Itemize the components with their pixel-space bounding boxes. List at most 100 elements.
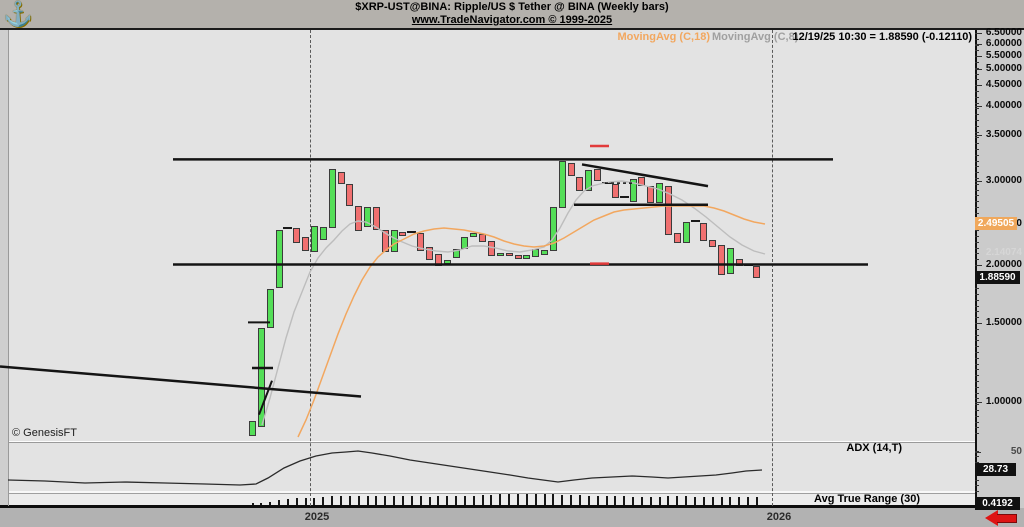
candle: [602, 181, 611, 184]
chart-bottom-border: [0, 505, 978, 508]
candle: [346, 183, 354, 206]
candle: [302, 237, 310, 252]
price-axis-label: 6.00000: [985, 38, 1022, 49]
candle: [700, 222, 708, 241]
candle: [319, 226, 327, 240]
atr-bar: [676, 496, 679, 505]
candle: [355, 205, 363, 231]
price-axis-label: 5.50000: [985, 49, 1022, 61]
atr-bar: [313, 497, 316, 505]
candle: [541, 249, 549, 255]
candle: [372, 207, 380, 231]
candle: [452, 248, 460, 258]
atr-bar: [623, 496, 626, 505]
atr-bar: [587, 495, 590, 505]
price-axis-label: 1.50000: [985, 317, 1022, 328]
adx-pane-label[interactable]: ADX (14,T): [846, 442, 902, 454]
atr-bar: [269, 501, 272, 505]
candle: [443, 259, 451, 265]
price-axis-label: 3.50000: [985, 129, 1022, 140]
genesis-copyright: © GenesisFT: [12, 427, 77, 439]
candle: [656, 182, 664, 204]
year-gridline: [772, 30, 773, 506]
atr-bar: [428, 496, 431, 505]
candle: [434, 253, 442, 266]
tradenavigator-link[interactable]: www.TradeNavigator.com © 1999-2025: [411, 14, 613, 26]
candle: [585, 169, 593, 192]
title-bar: [0, 0, 1024, 30]
atr-bar: [640, 496, 643, 505]
atr-bar: [419, 496, 422, 505]
atr-bar: [393, 496, 396, 505]
candle: [673, 233, 681, 244]
price-axis-label: 5.00000: [985, 63, 1022, 74]
time-axis-strip: [0, 508, 1024, 527]
main-chart-panel[interactable]: [8, 30, 975, 441]
candle: [647, 186, 655, 204]
candle: [549, 206, 557, 251]
atr-bar: [561, 494, 564, 505]
candle: [417, 233, 425, 251]
candle: [399, 231, 407, 236]
ma8-value-label: 2.14074: [985, 246, 1022, 258]
candle: [275, 230, 283, 288]
atr-bar: [340, 496, 342, 505]
ma18-value-badge: 2.49505: [975, 217, 1017, 231]
atr-pane-label[interactable]: Avg True Range (30): [814, 493, 920, 505]
candle: [576, 177, 584, 192]
atr-bar: [605, 496, 608, 505]
ma18-legend-label[interactable]: MovingAvg (C,18): [617, 31, 711, 43]
atr-bar: [525, 493, 528, 505]
candle: [690, 219, 700, 222]
atr-bar: [455, 496, 458, 505]
atr-bar: [490, 494, 493, 505]
atr-bar: [729, 496, 732, 505]
candle: [479, 234, 487, 242]
atr-bar: [720, 496, 723, 505]
candle: [505, 253, 513, 257]
quote-readout: 12/19/25 10:30 = 1.88590 (-0.12110): [792, 31, 972, 43]
atr-bar: [410, 496, 413, 505]
candle: [461, 236, 469, 249]
atr-bar: [578, 495, 581, 505]
chart-left-border: [8, 30, 9, 506]
atr-bar: [711, 496, 714, 505]
candle: [611, 183, 619, 198]
ma8-legend-label[interactable]: MovingAvg (C,8): [712, 31, 799, 43]
price-axis-label: 2.00000: [985, 258, 1022, 270]
atr-bar: [437, 496, 440, 505]
atr-bar: [517, 493, 519, 505]
candle: [364, 207, 372, 227]
scroll-left-arrow-icon[interactable]: [985, 510, 998, 526]
candle: [523, 255, 531, 259]
candle: [638, 177, 646, 187]
atr-bar: [534, 494, 537, 505]
atr-bar: [543, 494, 546, 505]
candle: [293, 228, 301, 244]
candle: [532, 248, 540, 258]
candle: [682, 221, 690, 244]
atr-bar: [685, 496, 688, 505]
atr-bar: [251, 503, 254, 505]
price-axis-label: 4.50000: [985, 79, 1022, 90]
atr-bar: [304, 497, 307, 505]
atr-bar: [331, 496, 334, 505]
candle: [567, 162, 575, 177]
price-axis-column[interactable]: [977, 30, 1024, 508]
atr-bar: [667, 496, 670, 505]
adx-value-badge: 28.73: [975, 463, 1016, 477]
atr-bar: [632, 496, 635, 505]
atr-bar: [295, 498, 298, 505]
atr-bar: [694, 496, 696, 505]
atr-bar: [260, 502, 263, 505]
atr-bar: [499, 494, 502, 505]
price-axis-label: 6.50000: [985, 27, 1022, 38]
candle: [619, 196, 629, 199]
candle: [266, 289, 274, 328]
candle: [337, 171, 345, 184]
price-axis-label: 4.00000: [985, 100, 1022, 111]
scroll-left-arrow-shaft[interactable]: [997, 514, 1017, 523]
atr-bar: [446, 496, 449, 505]
candle: [310, 225, 318, 253]
atr-bar: [614, 496, 617, 505]
